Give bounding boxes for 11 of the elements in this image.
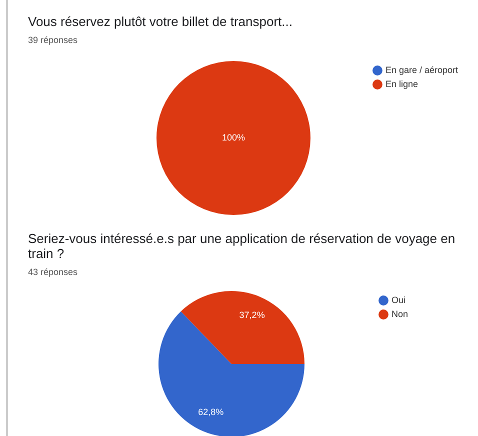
chart-title: Vous réservez plutôt votre billet de transport... [28,13,294,29]
text: 39 réponses [28,35,79,45]
data-label: 37,2% [239,310,265,320]
text: 43 réponses [28,267,79,277]
legend-label: Oui [391,294,406,305]
legend-label: En ligne [385,78,418,89]
data-label: 100% [222,132,245,142]
data-label: 62,8% [198,406,224,417]
legend-label: En gare / aéroport [385,64,458,75]
chart-title: Seriez-vous intéressé.e.s par une application de réservation de voyage en train ? [28,230,456,261]
legend-label: Non [391,308,408,319]
